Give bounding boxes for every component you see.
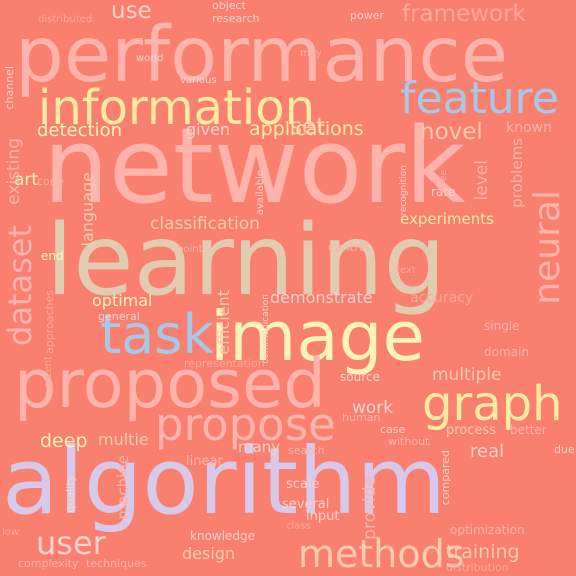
word-better: better	[510, 423, 547, 437]
word-distributed: distributed	[38, 14, 93, 25]
word-experiments: experiments	[400, 210, 494, 228]
word-detection: detection	[37, 120, 123, 141]
word-set: set	[290, 114, 326, 140]
word-single: single	[484, 319, 520, 333]
word-level: level	[472, 160, 492, 201]
word-techniques: techniques	[86, 557, 147, 570]
word-various: various	[180, 75, 217, 86]
word-image: image	[210, 297, 425, 377]
word-deep: deep	[40, 430, 88, 452]
word-proposed: proposed	[14, 345, 326, 423]
word-use: use	[111, 0, 152, 24]
word-information: information	[38, 80, 316, 136]
word-complexity: complexity	[18, 557, 79, 570]
word-efficient: efficient	[214, 290, 233, 355]
word-process: process	[446, 423, 496, 438]
word-research: research	[212, 12, 260, 25]
word-point: point	[177, 244, 203, 255]
word-power: power	[350, 9, 384, 22]
word-optimization: optimization	[450, 523, 525, 537]
word-task: task	[100, 303, 214, 366]
word-many: many	[238, 438, 281, 456]
word-design: design	[182, 544, 236, 563]
word-end: end	[41, 249, 64, 263]
word-algorithm: algorithm	[2, 428, 447, 535]
word-quality: quality	[64, 475, 77, 513]
word-optimal: optimal	[92, 291, 153, 310]
word-propose: propose	[155, 398, 336, 451]
word-classification: classification	[150, 214, 260, 234]
word-linear: linear	[186, 454, 223, 469]
word-representation: representation	[184, 357, 265, 370]
word-existing: existing	[4, 138, 24, 205]
word-scale: scale	[286, 477, 320, 492]
word-world: world	[136, 53, 164, 64]
word-may: may	[300, 48, 322, 59]
word-text: text	[396, 265, 416, 276]
word-training: training	[446, 541, 520, 563]
word-class: class	[286, 521, 311, 532]
word-recent: recent	[43, 356, 54, 388]
word-compared: compared	[439, 450, 452, 506]
word-rate: rate	[431, 185, 456, 199]
word-low: low	[2, 527, 20, 538]
word-object: object	[212, 0, 246, 12]
word-approaches: approaches	[43, 290, 56, 354]
word-work: work	[352, 398, 394, 418]
word-channel: channel	[3, 66, 16, 110]
word-dataset: dataset	[1, 225, 39, 346]
word-search: search	[288, 444, 325, 457]
word-applications: applications	[249, 118, 364, 140]
word-several: several	[282, 497, 330, 512]
word-user: user	[36, 524, 106, 562]
word-communication: communication	[261, 294, 271, 364]
word-three: three	[439, 170, 449, 194]
word-performance: performance	[15, 11, 509, 100]
word-human: human	[342, 411, 381, 424]
word-given: given	[186, 120, 231, 139]
word-control: control	[328, 240, 370, 254]
word-art: art	[14, 170, 39, 190]
word-problems: problems	[508, 138, 526, 208]
word-known: known	[506, 120, 552, 136]
word-code: code	[37, 175, 64, 188]
word-available: available	[255, 170, 266, 216]
word-without: without	[388, 435, 430, 448]
word-demonstrate: demonstrate	[270, 288, 373, 307]
word-multiple: multiple	[432, 365, 502, 385]
word-accuracy: accuracy	[410, 290, 474, 306]
word-due: due	[554, 443, 575, 456]
word-machine: machine	[114, 455, 132, 520]
word-domain: domain	[484, 345, 529, 359]
word-learning: learning	[46, 204, 446, 318]
word-methods: methods	[298, 532, 465, 576]
word-source: source	[340, 370, 380, 384]
word-general: general	[98, 310, 140, 323]
word-graph: graph	[422, 376, 563, 432]
word-language: language	[78, 172, 97, 247]
word-input: input	[306, 509, 340, 524]
word-multie: multie	[98, 430, 149, 449]
word-network: network	[43, 105, 466, 227]
word-neural: neural	[527, 190, 568, 305]
word-distribution: distribution	[446, 561, 509, 574]
word-case: case	[380, 423, 406, 436]
word-framework: framework	[402, 1, 526, 27]
word-feature: feature	[400, 73, 559, 124]
word-novel: novel	[420, 119, 483, 145]
word-real: real	[470, 441, 505, 462]
word-knowledge: knowledge	[190, 529, 256, 543]
word-recognition: recognition	[399, 165, 409, 216]
word-provide: provide	[360, 476, 380, 540]
